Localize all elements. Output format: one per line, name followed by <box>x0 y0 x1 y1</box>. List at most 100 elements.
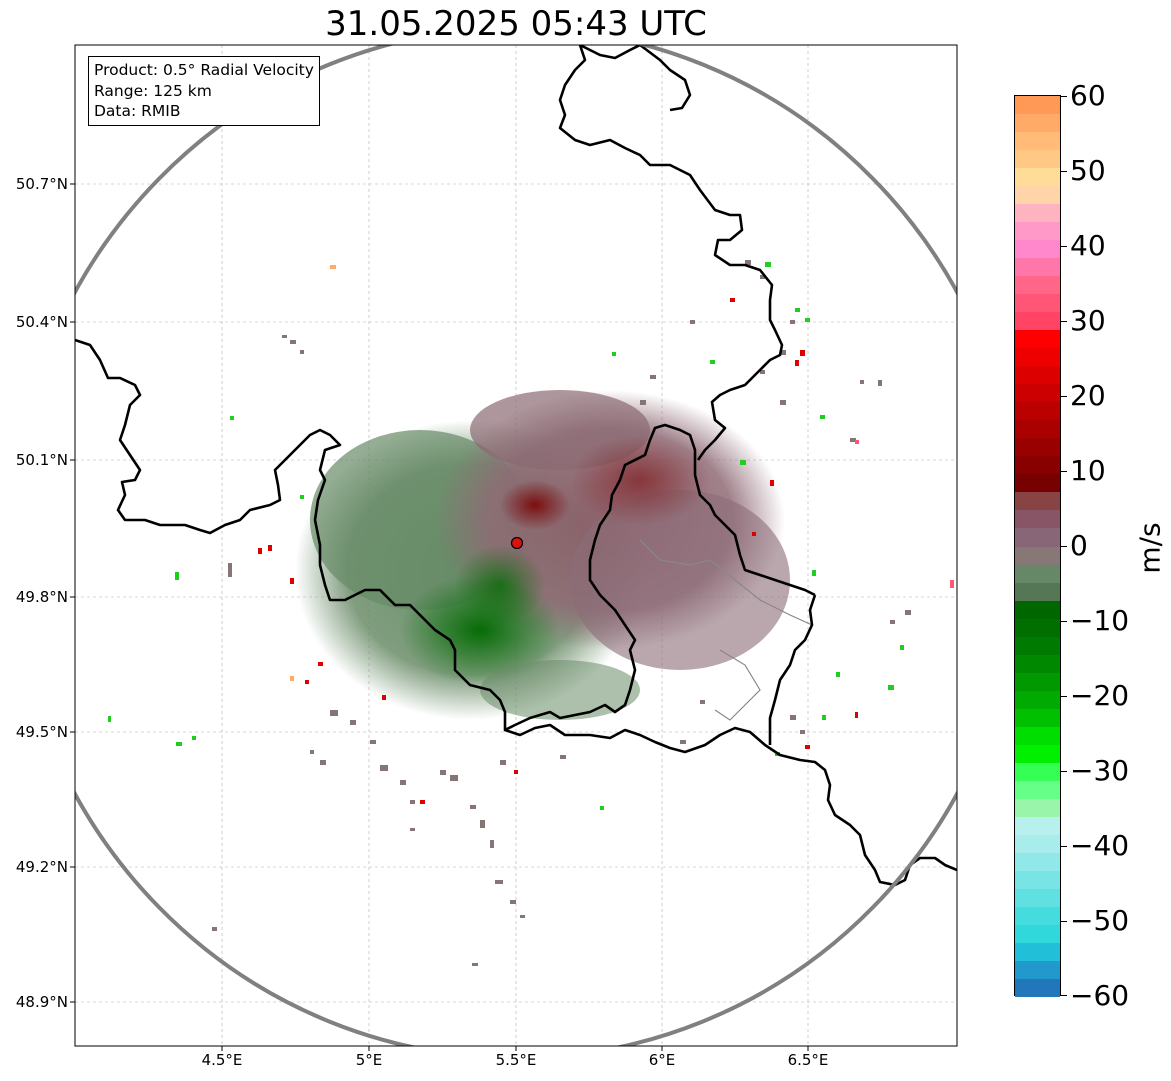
colorbar-segment <box>1015 781 1060 799</box>
colorbar-segment <box>1015 907 1060 925</box>
colorbar-tick-mark <box>1061 621 1067 622</box>
colorbar-segment <box>1015 402 1060 420</box>
velocity-echoes <box>108 260 954 966</box>
colorbar-tick-mark <box>1061 995 1067 996</box>
colorbar-segment <box>1015 276 1060 294</box>
colorbar-tick-label: 50 <box>1070 154 1106 187</box>
lon-tick-label: 6°E <box>648 1051 676 1069</box>
colorbar-segment <box>1015 835 1060 853</box>
colorbar-tick-label: −30 <box>1070 754 1130 787</box>
colorbar-tick-mark <box>1061 696 1067 697</box>
colorbar-segment <box>1015 114 1060 132</box>
colorbar-segment <box>1015 150 1060 168</box>
product-info-box: Product: 0.5° Radial Velocity Range: 125… <box>88 56 320 126</box>
colorbar-segment <box>1015 510 1060 528</box>
colorbar-segment <box>1015 222 1060 240</box>
colorbar-tick-mark <box>1061 771 1067 772</box>
colorbar-segment <box>1015 673 1060 691</box>
colorbar-segment <box>1015 258 1060 276</box>
product-text: Product: 0.5° Radial Velocity <box>94 61 314 79</box>
lat-tick-label: 50.1°N <box>15 451 68 469</box>
colorbar-segment <box>1015 619 1060 637</box>
colorbar-segment <box>1015 601 1060 619</box>
colorbar-segment <box>1015 294 1060 312</box>
colorbar-segment <box>1015 456 1060 474</box>
colorbar-segment <box>1015 474 1060 492</box>
colorbar-segment <box>1015 96 1060 114</box>
colorbar-segment <box>1015 691 1060 709</box>
colorbar-segment <box>1015 799 1060 817</box>
colorbar-segment <box>1015 565 1060 583</box>
colorbar-segment <box>1015 817 1060 835</box>
colorbar-segment <box>1015 186 1060 204</box>
colorbar-tick-label: 20 <box>1070 379 1106 412</box>
internal-boundaries <box>639 539 813 721</box>
colorbar-segment <box>1015 745 1060 763</box>
colorbar-segment <box>1015 583 1060 601</box>
colorbar-tick-label: −10 <box>1070 604 1130 637</box>
colorbar-segment <box>1015 384 1060 402</box>
colorbar-segment <box>1015 528 1060 547</box>
colorbar-segment <box>1015 853 1060 871</box>
colorbar-segment <box>1015 312 1060 330</box>
lon-tick-label: 4.5°E <box>201 1051 243 1069</box>
colorbar-segment <box>1015 709 1060 727</box>
colorbar-segment <box>1015 348 1060 366</box>
lat-tick-label: 49.8°N <box>15 588 68 606</box>
colorbar-tick-mark <box>1061 921 1067 922</box>
colorbar-tick-label: 40 <box>1070 229 1106 262</box>
colorbar-tick-label: 0 <box>1070 529 1088 562</box>
colorbar-segment <box>1015 637 1060 655</box>
colorbar-tick-label: 60 <box>1070 79 1106 112</box>
colorbar-tick-label: 30 <box>1070 304 1106 337</box>
colorbar-segment <box>1015 132 1060 150</box>
colorbar-tick-label: −50 <box>1070 904 1130 937</box>
colorbar-tick-mark <box>1061 246 1067 247</box>
lat-tick-label: 49.2°N <box>15 858 68 876</box>
colorbar-tick-label: −20 <box>1070 679 1130 712</box>
data-source-text: Data: RMIB <box>94 102 181 120</box>
colorbar-segment <box>1015 240 1060 258</box>
colorbar-segment <box>1015 763 1060 781</box>
range-text: Range: 125 km <box>94 81 212 100</box>
colorbar-segment <box>1015 168 1060 186</box>
lat-tick-label: 48.9°N <box>15 993 68 1011</box>
colorbar-segment <box>1015 547 1060 565</box>
colorbar-units-label: m/s <box>1133 522 1167 574</box>
colorbar-segment <box>1015 655 1060 673</box>
colorbar-segment <box>1015 943 1060 961</box>
colorbar-tick-mark <box>1061 546 1067 547</box>
lon-tick-label: 5°E <box>355 1051 383 1069</box>
colorbar-tick-label: 10 <box>1070 454 1106 487</box>
colorbar-segment <box>1015 727 1060 745</box>
lat-tick-label: 50.4°N <box>15 313 68 331</box>
colorbar-tick-mark <box>1061 96 1067 97</box>
lat-tick-label: 50.7°N <box>15 175 68 193</box>
colorbar-segment <box>1015 420 1060 438</box>
colorbar-segment <box>1015 979 1060 997</box>
colorbar-tick-mark <box>1061 396 1067 397</box>
radar-site-marker[interactable] <box>510 536 524 550</box>
colorbar-tick-mark <box>1061 321 1067 322</box>
colorbar-tick-label: −60 <box>1070 979 1130 1012</box>
tick-marks <box>70 183 809 1051</box>
colorbar <box>1014 95 1061 997</box>
colorbar-segment <box>1015 492 1060 510</box>
colorbar-segment <box>1015 871 1060 889</box>
colorbar-segment <box>1015 204 1060 222</box>
colorbar-tick-mark <box>1061 171 1067 172</box>
colorbar-tick-mark <box>1061 471 1067 472</box>
colorbar-tick-label: −40 <box>1070 829 1130 862</box>
colorbar-segment <box>1015 925 1060 943</box>
colorbar-tick-mark <box>1061 846 1067 847</box>
lon-tick-label: 5.5°E <box>495 1051 537 1069</box>
lon-tick-label: 6.5°E <box>787 1051 829 1069</box>
colorbar-segment <box>1015 889 1060 907</box>
map-title: 31.05.2025 05:43 UTC <box>325 4 707 44</box>
colorbar-segment <box>1015 366 1060 384</box>
colorbar-segment <box>1015 961 1060 979</box>
colorbar-segment <box>1015 438 1060 456</box>
colorbar-segment <box>1015 330 1060 348</box>
lat-tick-label: 49.5°N <box>15 723 68 741</box>
